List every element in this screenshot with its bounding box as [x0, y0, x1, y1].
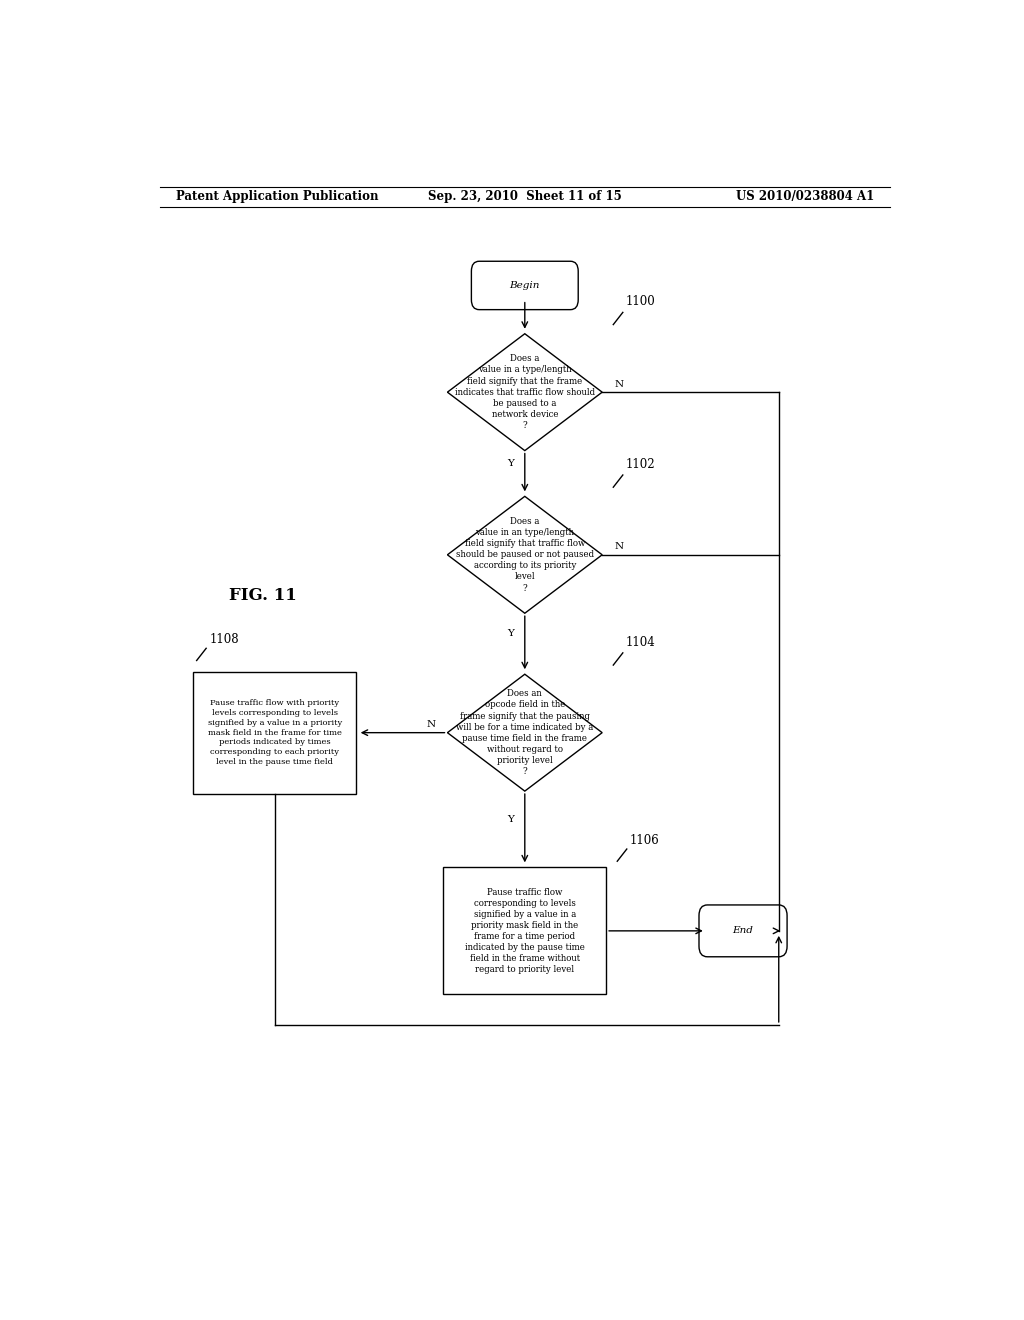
- Polygon shape: [447, 496, 602, 614]
- Text: N: N: [614, 543, 624, 552]
- Text: 1100: 1100: [626, 296, 655, 309]
- Bar: [194, 672, 356, 793]
- Text: 1102: 1102: [626, 458, 655, 471]
- Text: Begin: Begin: [510, 281, 540, 290]
- Text: 1108: 1108: [209, 634, 239, 647]
- Text: US 2010/0238804 A1: US 2010/0238804 A1: [735, 190, 873, 202]
- Polygon shape: [447, 334, 602, 450]
- Text: Y: Y: [507, 630, 514, 638]
- Text: Sep. 23, 2010  Sheet 11 of 15: Sep. 23, 2010 Sheet 11 of 15: [428, 190, 622, 202]
- Text: End: End: [732, 927, 754, 936]
- Text: 1104: 1104: [626, 636, 655, 649]
- Text: Y: Y: [507, 814, 514, 824]
- Text: N: N: [426, 719, 435, 729]
- Text: Pause traffic flow
corresponding to levels
signified by a value in a
priority ma: Pause traffic flow corresponding to leve…: [465, 887, 585, 974]
- FancyBboxPatch shape: [699, 906, 787, 957]
- Text: Does a
value in an type/length
field signify that traffic flow
should be paused : Does a value in an type/length field sig…: [456, 517, 594, 593]
- Text: Does an
opcode field in the
frame signify that the pausing
will be for a time in: Does an opcode field in the frame signif…: [456, 689, 594, 776]
- Text: Patent Application Publication: Patent Application Publication: [176, 190, 378, 202]
- Text: 1106: 1106: [630, 834, 659, 847]
- FancyBboxPatch shape: [471, 261, 579, 310]
- Text: Y: Y: [507, 459, 514, 467]
- Polygon shape: [447, 675, 602, 791]
- Text: N: N: [614, 380, 624, 388]
- Bar: [443, 867, 606, 994]
- Text: Does a
value in a type/length
field signify that the frame
indicates that traffi: Does a value in a type/length field sign…: [455, 354, 595, 430]
- Text: Pause traffic flow with priority
levels corresponding to levels
signified by a v: Pause traffic flow with priority levels …: [208, 700, 342, 766]
- Text: FIG. 11: FIG. 11: [229, 587, 297, 605]
